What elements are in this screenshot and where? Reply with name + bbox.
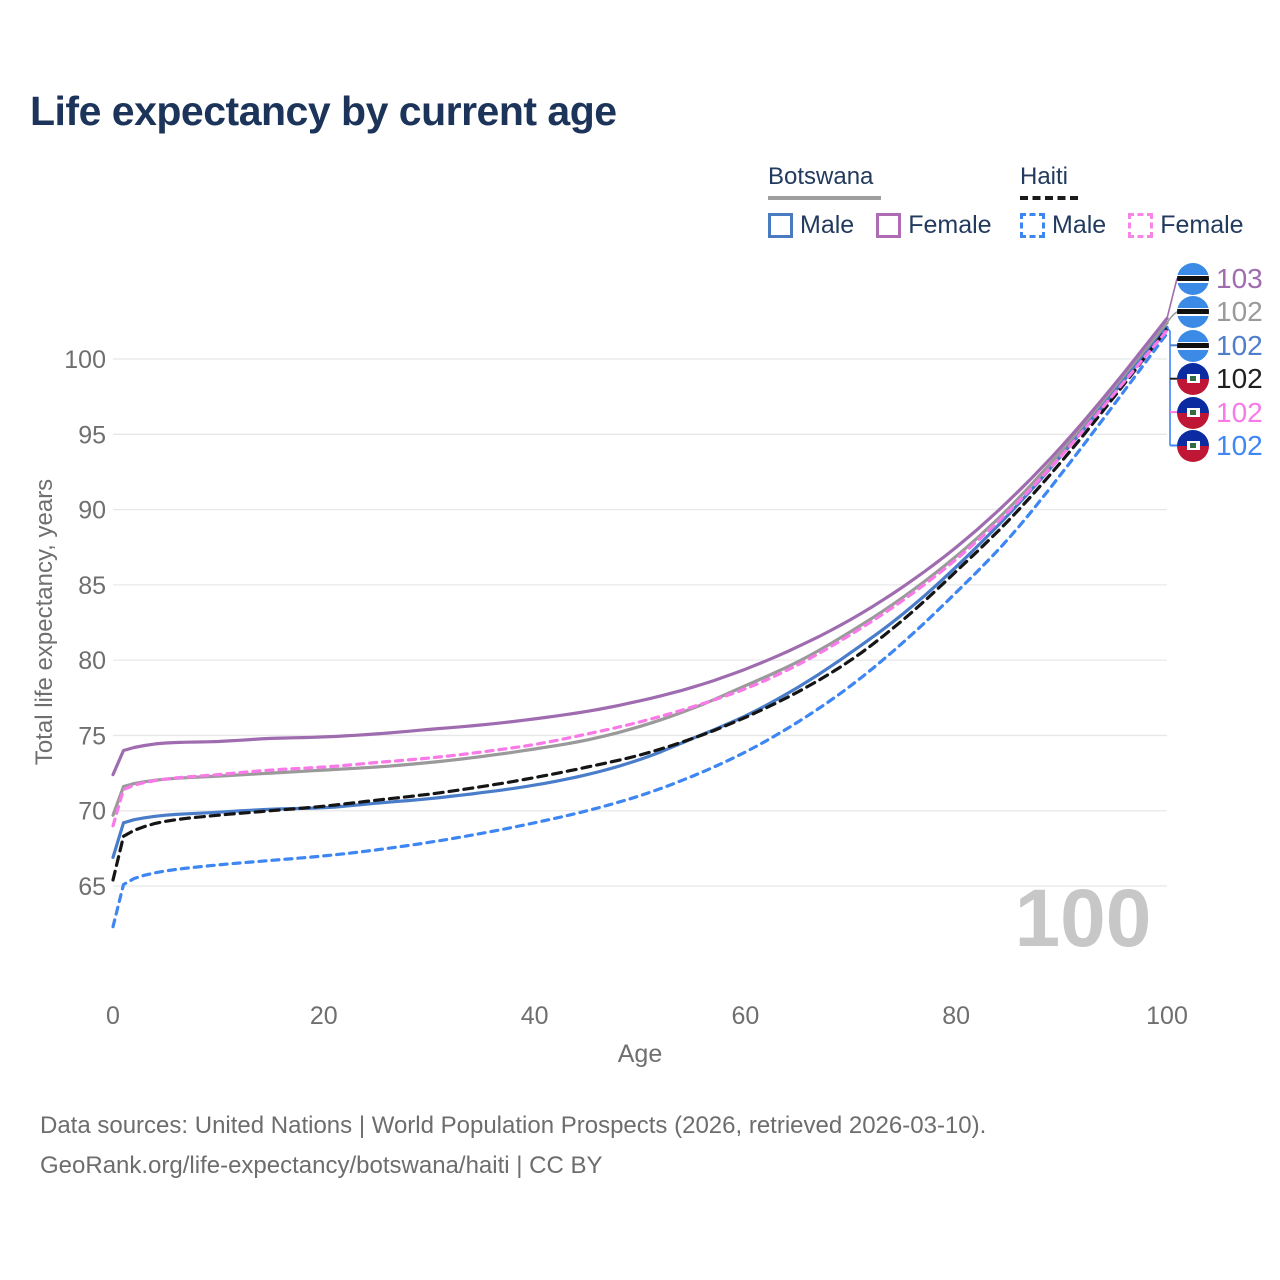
legend-item-haiti-female[interactable]: Female bbox=[1128, 211, 1244, 240]
x-axis-title: Age bbox=[618, 1040, 662, 1068]
x-tick-label-60: 60 bbox=[731, 1002, 759, 1030]
end-value: 102 bbox=[1216, 295, 1263, 327]
y-tick-label-65: 65 bbox=[78, 873, 106, 901]
legend-haiti-label[interactable]: Haiti bbox=[1020, 163, 1069, 190]
y-axis-title: Total life expectancy, years bbox=[31, 479, 58, 765]
botswana-female-swatch-icon bbox=[876, 213, 902, 238]
y-tick-label-90: 90 bbox=[78, 497, 106, 525]
end-value: 102 bbox=[1216, 329, 1263, 361]
legend-haiti-female-label: Female bbox=[1160, 211, 1244, 239]
legend-botswana-female-label: Female bbox=[908, 211, 992, 239]
end-value: 102 bbox=[1216, 396, 1263, 428]
end-label-haiti-female[interactable]: 102 bbox=[1177, 396, 1263, 429]
end-label-botswana-male[interactable]: 102 bbox=[1177, 329, 1263, 362]
botswana-flag-icon bbox=[1177, 295, 1209, 328]
y-tick-label-70: 70 bbox=[78, 798, 106, 826]
legend-item-botswana-male[interactable]: Male bbox=[768, 211, 854, 240]
page-title: Life expectancy by current age bbox=[30, 88, 617, 134]
legend-haiti-male-label: Male bbox=[1052, 211, 1107, 239]
series-layer bbox=[111, 316, 1169, 929]
y-tick-label-85: 85 bbox=[78, 572, 106, 600]
y-tick-label-80: 80 bbox=[78, 647, 106, 675]
leader-botswana-all bbox=[1166, 311, 1178, 324]
end-label-botswana-female[interactable]: 103 bbox=[1177, 262, 1263, 295]
axis-labels-layer: Total life expectancy, years Age bbox=[31, 479, 662, 1068]
end-value: 102 bbox=[1216, 362, 1263, 394]
legend-item-botswana-female[interactable]: Female bbox=[876, 211, 992, 240]
haiti-flag-icon bbox=[1177, 362, 1209, 395]
footer: Data sources: United Nations | World Pop… bbox=[40, 1106, 986, 1186]
x-tick-label-20: 20 bbox=[310, 1002, 338, 1030]
haiti-flag-icon bbox=[1177, 429, 1209, 462]
x-tick-label-80: 80 bbox=[942, 1002, 970, 1030]
haiti-female-swatch-icon bbox=[1128, 213, 1154, 238]
y-tick-label-75: 75 bbox=[78, 722, 106, 750]
haiti-line-swatch bbox=[1020, 196, 1078, 200]
watermark-age: 100 bbox=[1015, 873, 1152, 964]
series-line-haiti-female[interactable] bbox=[111, 328, 1169, 828]
leader-spine-haiti-male bbox=[1166, 326, 1171, 446]
botswana-flag-icon bbox=[1177, 262, 1209, 295]
series-line-botswana-male[interactable] bbox=[111, 325, 1169, 859]
leader-botswana-female bbox=[1166, 278, 1178, 319]
end-label-botswana-all[interactable]: 102 bbox=[1177, 295, 1263, 328]
end-value: 102 bbox=[1216, 429, 1263, 461]
y-tick-label-100: 100 bbox=[64, 346, 106, 374]
leader-lines-layer bbox=[1166, 278, 1178, 447]
end-value: 103 bbox=[1216, 262, 1263, 294]
botswana-male-swatch-icon bbox=[768, 213, 793, 238]
haiti-male-swatch-icon bbox=[1020, 213, 1045, 238]
x-tick-label-40: 40 bbox=[521, 1002, 549, 1030]
haiti-flag-icon bbox=[1177, 396, 1209, 429]
legend-group-botswana: Botswana Male Female bbox=[768, 163, 992, 240]
legend-botswana-male-label: Male bbox=[800, 211, 855, 239]
legend-botswana-label[interactable]: Botswana bbox=[768, 163, 874, 190]
y-tick-label-95: 95 bbox=[78, 421, 106, 449]
botswana-flag-icon bbox=[1177, 329, 1209, 362]
legend-group-haiti: Haiti Male Female bbox=[1020, 163, 1244, 240]
legend-item-haiti-male[interactable]: Male bbox=[1020, 211, 1106, 240]
botswana-line-swatch bbox=[768, 196, 881, 200]
x-tick-label-100: 100 bbox=[1146, 1002, 1188, 1030]
series-line-botswana[interactable] bbox=[111, 321, 1169, 817]
x-tick-label-0: 0 bbox=[106, 1002, 120, 1030]
gridlines-layer: 65 70 75 80 85 90 95 100 0 20 40 60 80 100 bbox=[64, 346, 1188, 1030]
footer-link-line: GeoRank.org/life-expectancy/botswana/hai… bbox=[40, 1152, 603, 1179]
series-line-haiti-male[interactable] bbox=[111, 331, 1169, 929]
series-line-haiti[interactable] bbox=[111, 327, 1169, 882]
footer-sources-line: Data sources: United Nations | World Pop… bbox=[40, 1112, 987, 1139]
series-line-botswana-female[interactable] bbox=[111, 316, 1169, 777]
end-label-haiti-male[interactable]: 102 bbox=[1177, 429, 1263, 462]
end-label-haiti-all[interactable]: 102 bbox=[1177, 362, 1263, 395]
